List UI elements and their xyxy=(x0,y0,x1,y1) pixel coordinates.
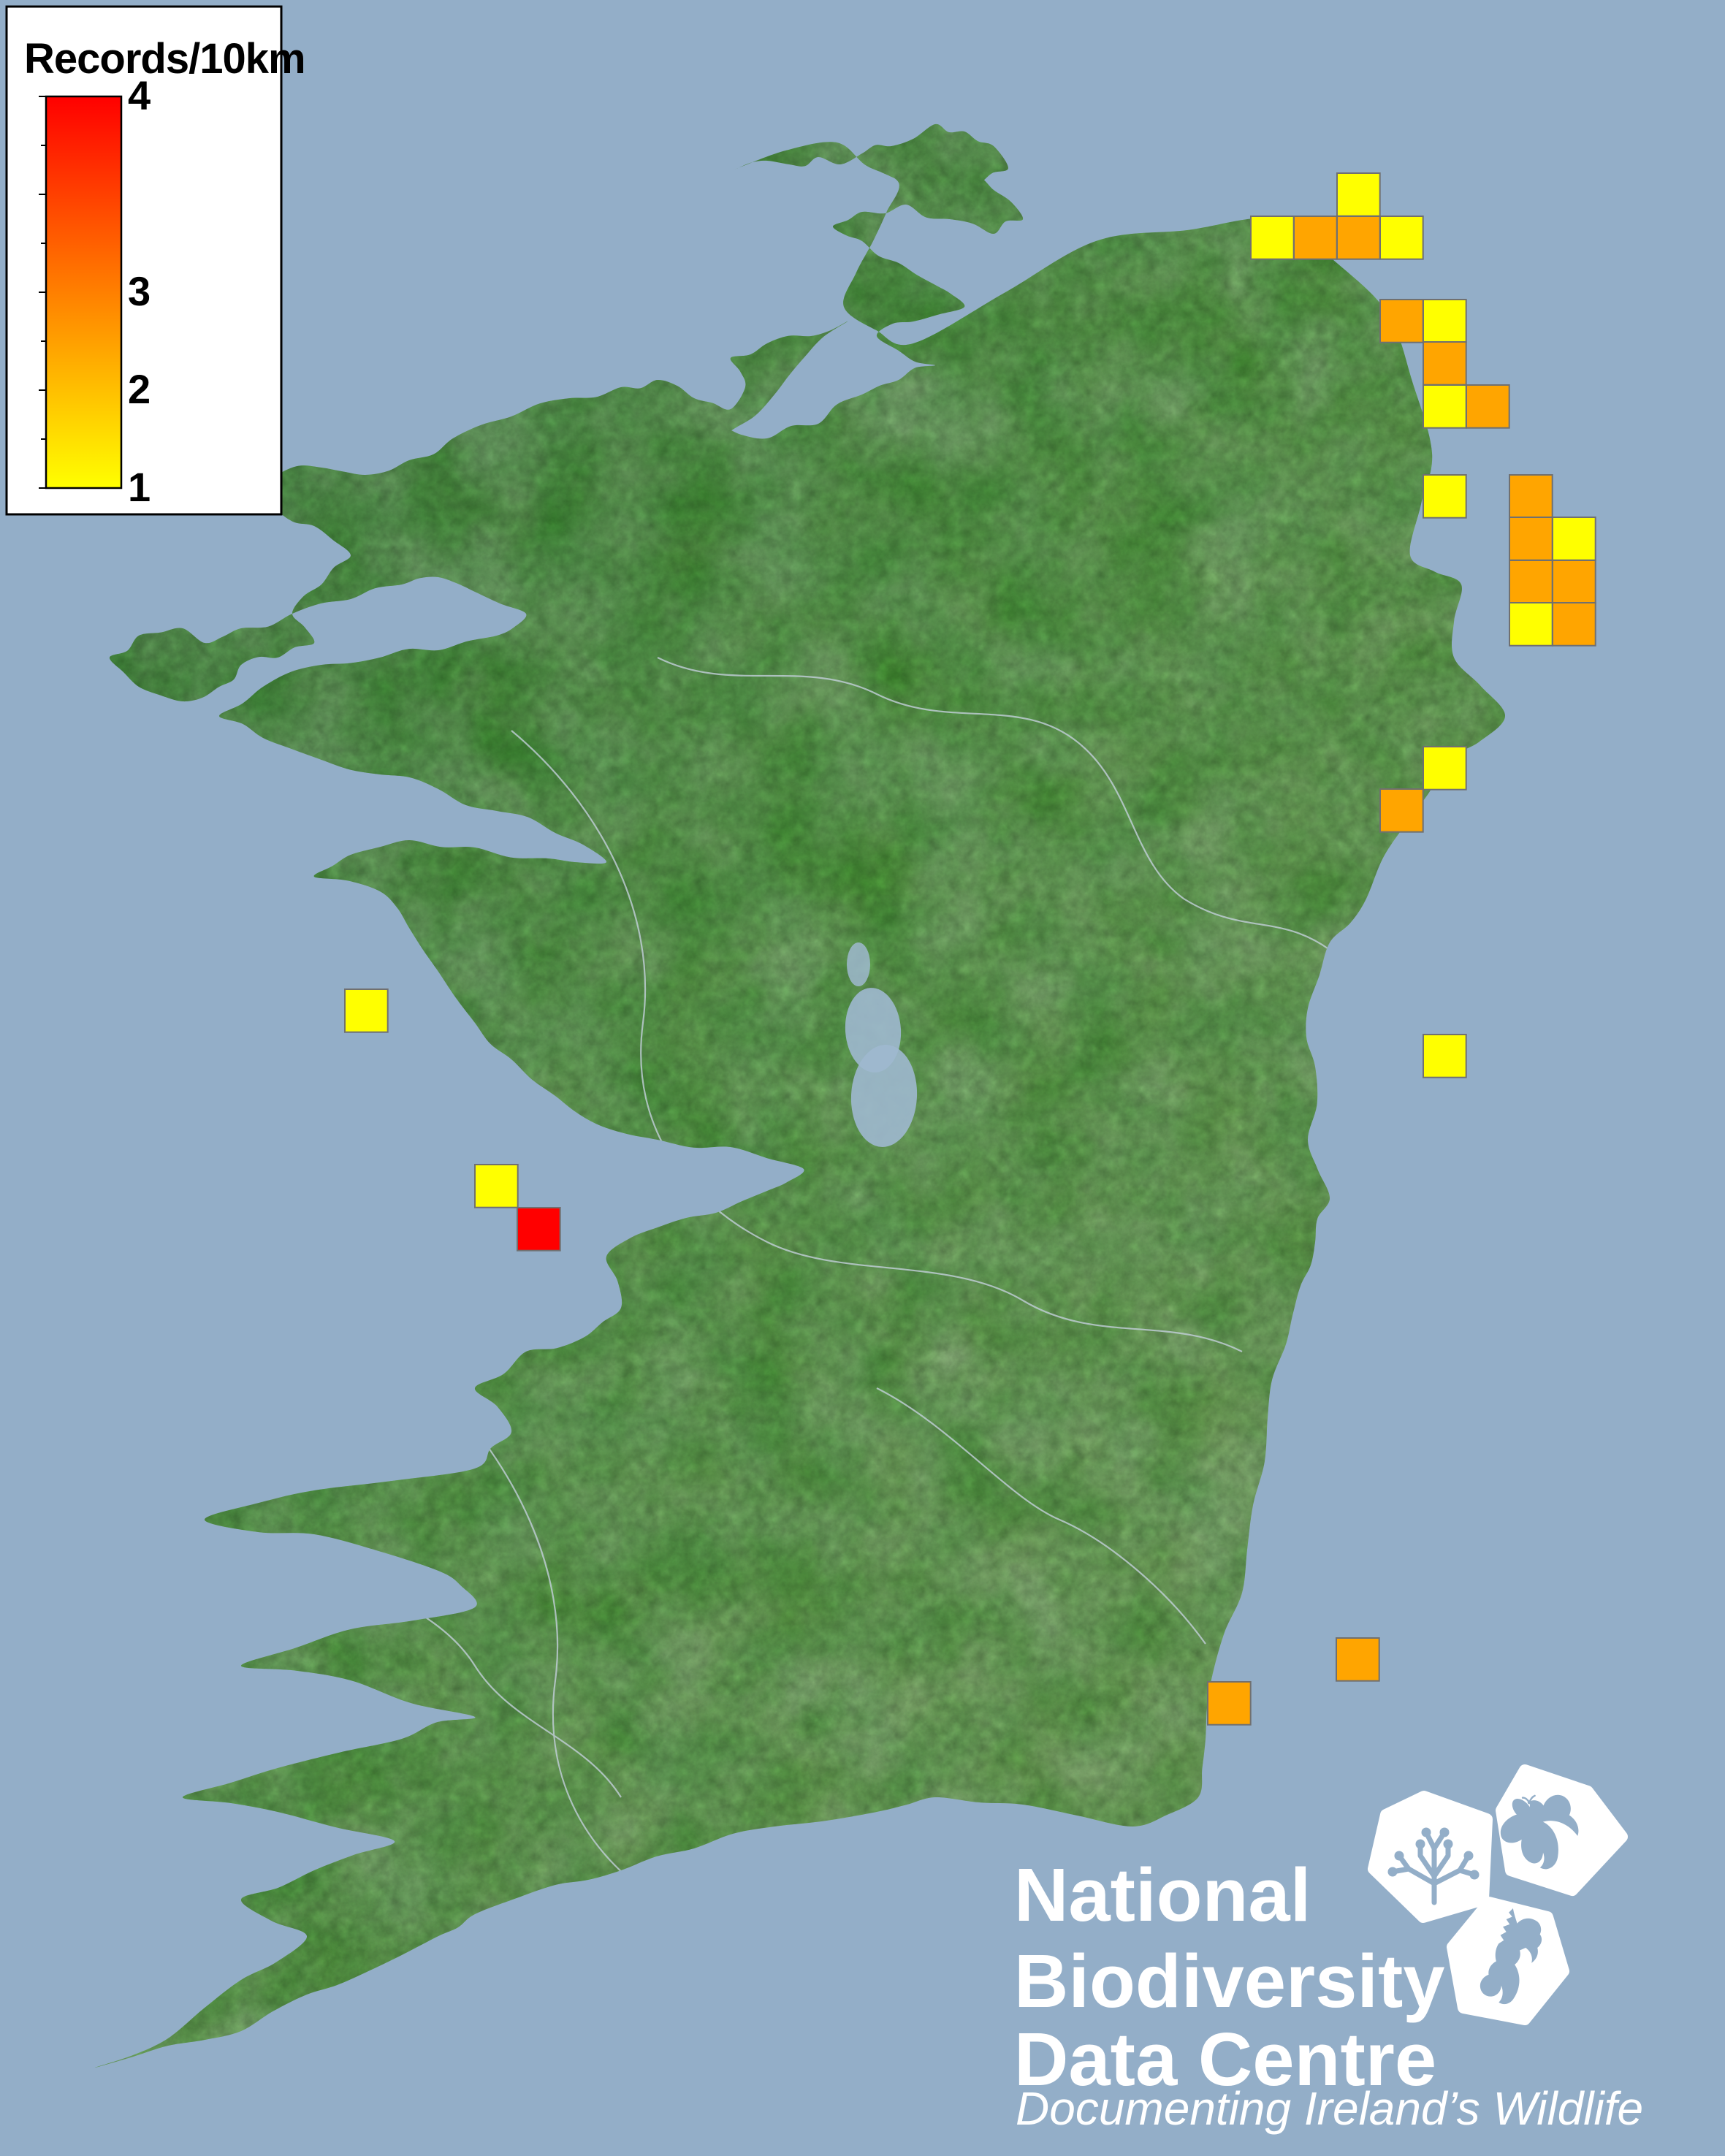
svg-text:2: 2 xyxy=(128,366,151,412)
svg-text:Biodiversity: Biodiversity xyxy=(1014,1939,1445,2023)
svg-text:Records/10km: Records/10km xyxy=(24,35,305,83)
svg-text:4: 4 xyxy=(128,72,151,118)
svg-text:1: 1 xyxy=(128,464,151,510)
svg-text:3: 3 xyxy=(128,268,151,314)
svg-text:National: National xyxy=(1014,1853,1311,1937)
svg-text:Documenting Ireland’s Wildlife: Documenting Ireland’s Wildlife xyxy=(1016,2082,1643,2135)
